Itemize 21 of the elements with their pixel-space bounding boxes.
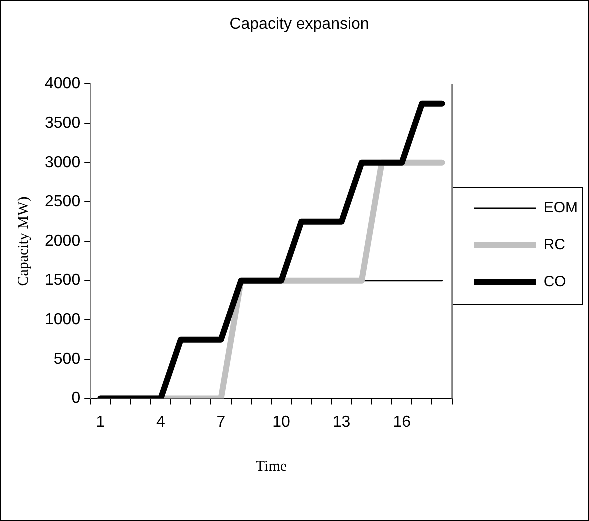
y-tick-label: 3000 (45, 154, 81, 172)
x-tick-label: 7 (216, 414, 226, 431)
y-tick-label: 1000 (45, 312, 81, 329)
legend-label: CO (544, 274, 566, 291)
y-tick-label: 500 (54, 350, 81, 368)
legend-label: EOM (544, 200, 578, 217)
legend-label: RC (544, 236, 566, 254)
y-axis-title: Capacity MW) (16, 196, 32, 286)
x-axis-title: Time (256, 458, 288, 475)
x-tick-label: 16 (393, 414, 412, 431)
x-tick-label: 10 (272, 414, 291, 431)
y-tick-label: 1500 (45, 272, 81, 290)
x-tick-label: 1 (96, 414, 106, 431)
y-tick-label: 0 (72, 390, 81, 408)
y-tick-label: 4000 (45, 76, 81, 93)
chart-title: Capacity expansion (230, 16, 370, 34)
y-tick-label: 2500 (45, 194, 81, 211)
x-tick-label: 13 (332, 414, 351, 431)
y-tick-label: 2000 (45, 232, 81, 250)
y-tick-label: 3500 (45, 114, 81, 132)
x-tick-label: 4 (156, 414, 166, 431)
